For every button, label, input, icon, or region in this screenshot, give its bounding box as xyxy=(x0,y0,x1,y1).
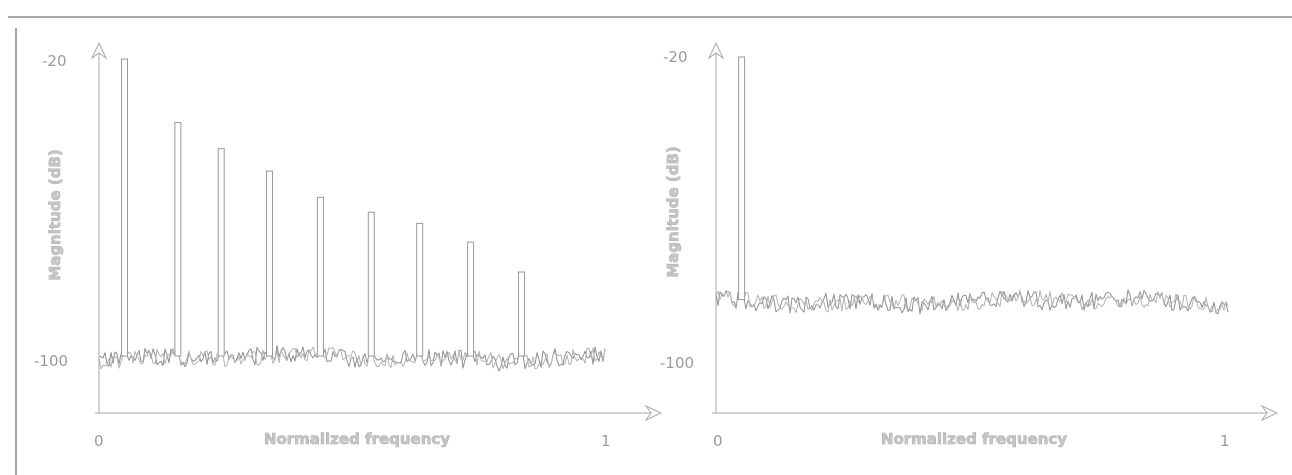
harmonic-spike-left-1 xyxy=(121,58,128,357)
x-tick-label-end-left: 1 xyxy=(601,432,611,450)
y-tick-label-bottom-left: -100 xyxy=(34,352,68,370)
y-tick-label-top-left: -20 xyxy=(42,52,67,70)
y-tick-label-bottom-right: -100 xyxy=(660,354,694,372)
noise-floor-trace-right-overlay xyxy=(715,289,1229,314)
harmonic-spike-left-3 xyxy=(217,148,225,357)
harmonic-spike-left-6 xyxy=(367,211,375,357)
harmonic-spikes-right xyxy=(738,56,746,301)
y-tick-label-top-right: -20 xyxy=(663,48,688,66)
y-axis-title-left: Magnitude (dB) xyxy=(46,149,64,280)
y-axis-arrow-right xyxy=(707,41,725,60)
spectrum-panel-right: -20 -100 0 1 Normalized frequency Magnit… xyxy=(660,41,1279,450)
spectrum-trace-right xyxy=(715,56,1229,315)
x-axis-title-right: Normalized frequency xyxy=(881,430,1067,448)
x-axis-arrow-right xyxy=(1260,404,1279,422)
y-axis-title-right: Magnitude (dB) xyxy=(664,146,682,277)
spectrum-trace-left xyxy=(98,58,606,372)
harmonic-spike-left-4 xyxy=(266,170,273,357)
harmonic-spike-left-8 xyxy=(467,241,475,357)
noise-floor-trace-right xyxy=(715,289,1229,315)
harmonic-spike-left-2 xyxy=(174,122,182,357)
y-axis-arrow-left xyxy=(90,41,108,60)
x-tick-label-start-left: 0 xyxy=(94,432,104,450)
harmonic-spike-left-7 xyxy=(416,222,424,357)
x-axis-title-left: Normalized frequency xyxy=(264,430,450,448)
x-axis-arrow-left xyxy=(644,404,663,422)
x-tick-label-start-right: 0 xyxy=(713,432,723,450)
harmonic-spike-right-1 xyxy=(738,56,746,301)
harmonic-spike-left-9 xyxy=(518,271,525,357)
spectrum-panel-left: -20 -100 0 1 Normalized frequency Magnit… xyxy=(34,41,663,450)
x-tick-label-end-right: 1 xyxy=(1220,432,1230,450)
harmonic-spike-left-5 xyxy=(316,196,324,357)
harmonic-spikes-left xyxy=(121,58,525,357)
